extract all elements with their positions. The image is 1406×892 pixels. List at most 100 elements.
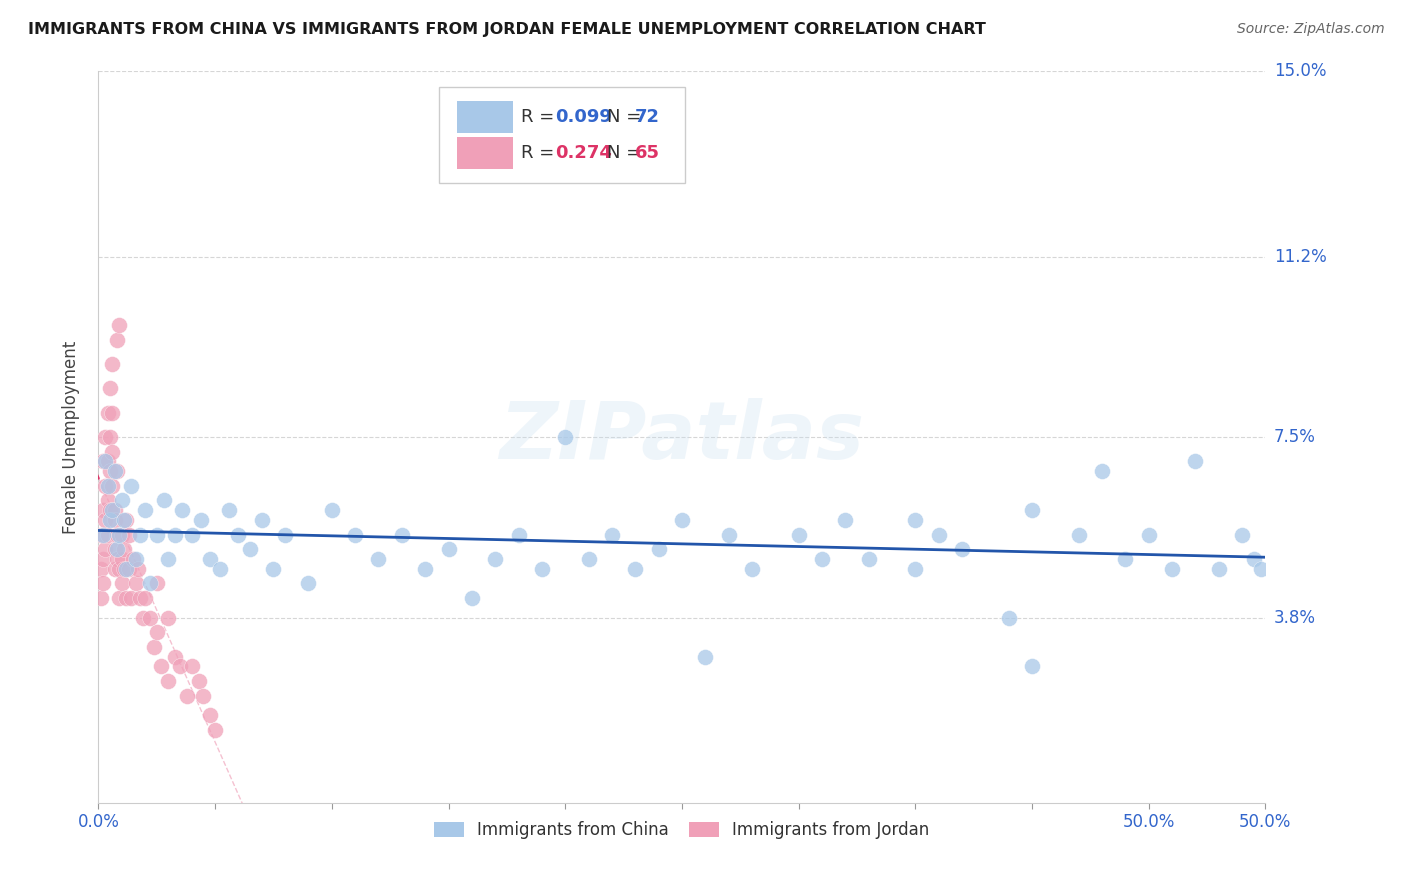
Point [950, 542, 973, 557]
Point [274, 527, 297, 541]
Point [152, 493, 174, 508]
Point [139, 610, 162, 624]
Point [157, 610, 180, 624]
Point [1208, 562, 1230, 576]
Point [437, 542, 460, 557]
Point [904, 513, 927, 527]
Point [120, 479, 142, 493]
Point [208, 562, 231, 576]
Point [624, 562, 647, 576]
Point [94, 542, 117, 557]
Point [91, 576, 114, 591]
Point [101, 503, 124, 517]
Point [165, 649, 187, 664]
Point [530, 562, 553, 576]
Point [122, 552, 145, 566]
Point [111, 493, 134, 508]
Point [1137, 527, 1160, 541]
Text: R =: R = [520, 145, 560, 162]
Point [101, 406, 124, 420]
Point [200, 552, 222, 566]
Point [157, 673, 180, 688]
Point [1250, 562, 1272, 576]
Point [129, 591, 152, 605]
Point [104, 542, 127, 557]
Point [132, 610, 155, 624]
Text: 65: 65 [636, 145, 661, 162]
Point [98, 503, 121, 517]
Point [90, 591, 112, 605]
Point [204, 723, 226, 737]
Point [600, 527, 623, 541]
Point [129, 527, 152, 541]
Y-axis label: Female Unemployment: Female Unemployment [62, 341, 80, 533]
Point [91, 503, 114, 517]
Point [143, 640, 166, 654]
Point [90, 527, 112, 541]
Point [118, 562, 141, 576]
Text: R =: R = [520, 108, 560, 126]
Point [150, 659, 173, 673]
Point [98, 430, 121, 444]
Point [97, 527, 120, 541]
Point [997, 610, 1019, 624]
Point [105, 333, 128, 347]
Point [187, 673, 209, 688]
Legend: Immigrants from China, Immigrants from Jordan: Immigrants from China, Immigrants from J… [427, 814, 936, 846]
Point [146, 625, 169, 640]
FancyBboxPatch shape [457, 137, 513, 169]
Point [115, 562, 138, 576]
Point [695, 649, 717, 664]
Point [139, 576, 162, 591]
Point [105, 464, 128, 478]
Text: N =: N = [607, 108, 647, 126]
Point [111, 576, 134, 591]
Point [484, 552, 506, 566]
Point [1067, 527, 1090, 541]
Point [1184, 454, 1206, 468]
Point [125, 552, 148, 566]
Point [787, 527, 810, 541]
Point [165, 527, 187, 541]
Point [134, 591, 156, 605]
Point [391, 527, 413, 541]
Point [904, 562, 927, 576]
Point [98, 464, 121, 478]
Point [578, 552, 600, 566]
Point [146, 527, 169, 541]
Point [146, 576, 169, 591]
Point [97, 479, 120, 493]
Point [218, 503, 240, 517]
Text: Source: ZipAtlas.com: Source: ZipAtlas.com [1237, 22, 1385, 37]
Point [344, 527, 367, 541]
Point [172, 503, 194, 517]
Point [94, 454, 117, 468]
Point [193, 689, 215, 703]
FancyBboxPatch shape [439, 87, 685, 183]
Point [112, 513, 135, 527]
Point [94, 513, 117, 527]
Point [105, 527, 128, 541]
Text: 0.099: 0.099 [555, 108, 612, 126]
Point [112, 542, 135, 557]
Point [91, 527, 114, 541]
Point [91, 552, 114, 566]
Point [1091, 464, 1114, 478]
Text: 3.8%: 3.8% [1274, 608, 1316, 626]
FancyBboxPatch shape [457, 101, 513, 133]
Point [104, 464, 127, 478]
Point [90, 562, 112, 576]
Text: N =: N = [607, 145, 647, 162]
Point [105, 552, 128, 566]
Point [180, 659, 202, 673]
Point [105, 542, 128, 557]
Point [111, 552, 134, 566]
Point [111, 527, 134, 541]
Point [91, 454, 114, 468]
Point [200, 708, 222, 723]
Point [108, 318, 131, 332]
Point [176, 689, 198, 703]
Point [101, 479, 124, 493]
Point [321, 503, 343, 517]
Point [180, 527, 202, 541]
